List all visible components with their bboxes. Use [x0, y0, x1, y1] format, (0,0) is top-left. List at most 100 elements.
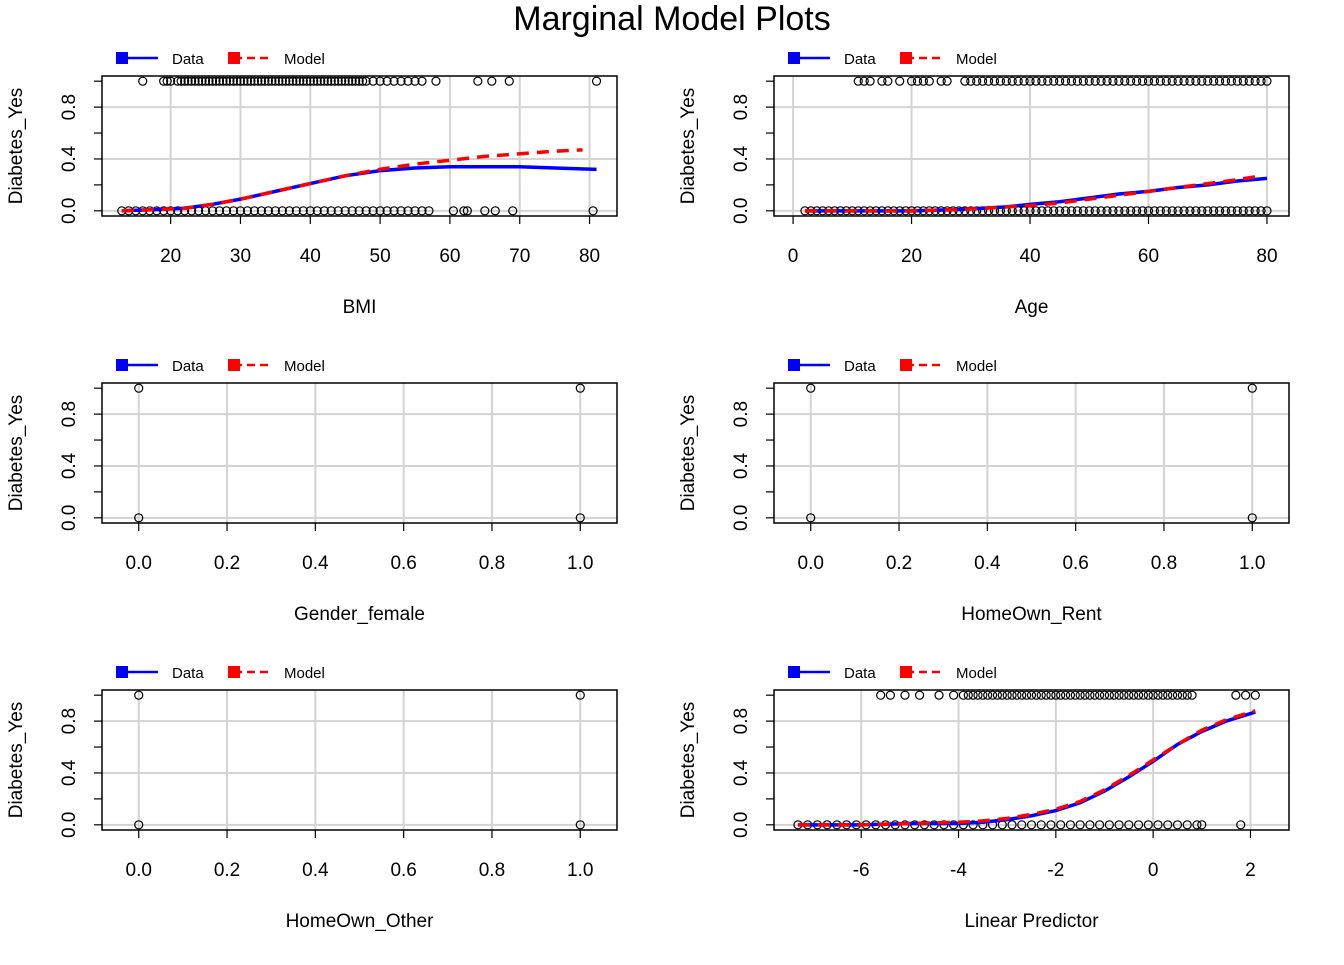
- x-tick-label: 0.0: [126, 860, 152, 881]
- data-point-y1: [1240, 690, 1251, 700]
- data-point-y1: [1167, 76, 1177, 86]
- data-point-y0: [1075, 820, 1085, 830]
- data-point-y0: [417, 206, 427, 216]
- x-tick-label: 0.4: [302, 860, 329, 881]
- data-point-y1: [1168, 690, 1178, 700]
- data-point-y1: [906, 76, 917, 86]
- data-point-y0: [1220, 206, 1231, 216]
- data-point-y1: [1065, 690, 1076, 700]
- x-tick-label: 1.0: [567, 553, 593, 574]
- plot-frame: [773, 75, 1290, 217]
- data-point-y1: [354, 76, 364, 86]
- data-point-y1: [1056, 690, 1066, 700]
- data-point-y1: [1099, 690, 1110, 700]
- y-tick-label: 0.0: [59, 812, 80, 838]
- x-tick-label: 2: [1245, 860, 1256, 881]
- data-point-y1: [180, 76, 190, 86]
- data-point-y1: [504, 76, 514, 86]
- data-point-y1: [302, 76, 312, 86]
- data-point-y0: [389, 206, 399, 216]
- data-point-y1: [1172, 690, 1183, 700]
- data-point-y0: [403, 206, 413, 216]
- data-point-y0: [312, 206, 322, 216]
- legend-label: Data: [172, 665, 204, 682]
- data-point-y1: [978, 690, 988, 700]
- data-point-y0: [1060, 206, 1071, 216]
- y-axis-label: Diabetes_Yes: [6, 395, 27, 512]
- data-point-y0: [1102, 206, 1112, 216]
- y-tick-label: 0.4: [731, 145, 752, 172]
- y-tick-label: 0.0: [731, 505, 752, 531]
- data-point-y1: [274, 76, 284, 86]
- x-tick-label: 0.8: [1151, 553, 1177, 574]
- data-point-y1: [1072, 76, 1083, 86]
- data-point-y0: [1065, 820, 1076, 830]
- scatter-points: [793, 690, 1260, 830]
- y-tick-label: 0.8: [59, 94, 80, 120]
- data-point-y1: [1256, 76, 1266, 86]
- data-point-y0: [277, 206, 287, 216]
- data-point-y1: [347, 76, 357, 86]
- data-point-y1: [1002, 690, 1012, 700]
- data-point-y1: [211, 76, 221, 86]
- y-tick-label: 0.4: [59, 452, 80, 479]
- data-point-y1: [1055, 76, 1065, 86]
- x-tick-label: 60: [439, 246, 460, 267]
- data-point-y1: [895, 76, 905, 86]
- data-point-y0: [1037, 206, 1047, 216]
- data-point-y0: [1155, 206, 1165, 216]
- data-point-y1: [1197, 76, 1207, 86]
- data-point-y0: [1007, 820, 1017, 830]
- data-point-y1: [263, 76, 273, 86]
- data-point-y1: [1036, 690, 1046, 700]
- data-point-y1: [487, 76, 497, 86]
- x-tick-label: 1.0: [1239, 553, 1265, 574]
- data-point-y1: [1155, 76, 1165, 86]
- data-point-y1: [1158, 690, 1168, 700]
- data-point-y0: [263, 206, 273, 216]
- data-point-y1: [1163, 690, 1173, 700]
- scatter-points: [800, 76, 1272, 216]
- data-point-y1: [1060, 76, 1071, 86]
- x-tick-label: 70: [509, 246, 530, 267]
- data-point-y0: [588, 206, 598, 216]
- data-point-y1: [200, 76, 211, 86]
- data-point-y0: [1226, 206, 1237, 216]
- data-point-y1: [249, 76, 260, 86]
- x-tick-label: 60: [1138, 246, 1159, 267]
- legend-label: Model: [956, 358, 997, 375]
- data-point-y1: [1262, 76, 1272, 86]
- data-point-y0: [1066, 206, 1077, 216]
- data-point-y0: [1256, 206, 1266, 216]
- data-point-y0: [326, 206, 336, 216]
- data-point-y0: [1182, 820, 1192, 830]
- data-point-y1: [134, 383, 144, 393]
- data-point-y0: [1203, 206, 1213, 216]
- data-point-y1: [1177, 690, 1187, 700]
- data-point-y1: [281, 76, 291, 86]
- data-point-y1: [1049, 76, 1059, 86]
- data-point-y1: [232, 76, 242, 86]
- data-point-y0: [1179, 206, 1189, 216]
- data-point-y0: [1236, 820, 1246, 830]
- chart-panel-4: 0.0 0.2 0.4 0.6 0.8 1.0 0.0 0.4 0.8 HomeOwn_Rent D…: [678, 358, 1290, 625]
- data-point-y1: [1078, 76, 1088, 86]
- x-tick-label: -6: [853, 860, 870, 881]
- data-point-y1: [1102, 76, 1112, 86]
- data-point-y1: [253, 76, 263, 86]
- plot-frame: [773, 689, 1290, 831]
- x-tick-label: 0.0: [798, 553, 824, 574]
- data-point-y0: [1161, 206, 1171, 216]
- data-point-y1: [270, 76, 280, 86]
- data-point-y1: [1138, 690, 1149, 700]
- legend-label: Model: [284, 665, 325, 682]
- data-point-y1: [995, 76, 1006, 86]
- data-point-y1: [389, 76, 399, 86]
- data-point-y1: [207, 76, 218, 86]
- data-point-y1: [1090, 690, 1100, 700]
- data-point-y0: [1244, 206, 1254, 216]
- data-point-y1: [1046, 690, 1056, 700]
- y-axis-label: Diabetes_Yes: [678, 395, 699, 512]
- data-point-y1: [1120, 76, 1130, 86]
